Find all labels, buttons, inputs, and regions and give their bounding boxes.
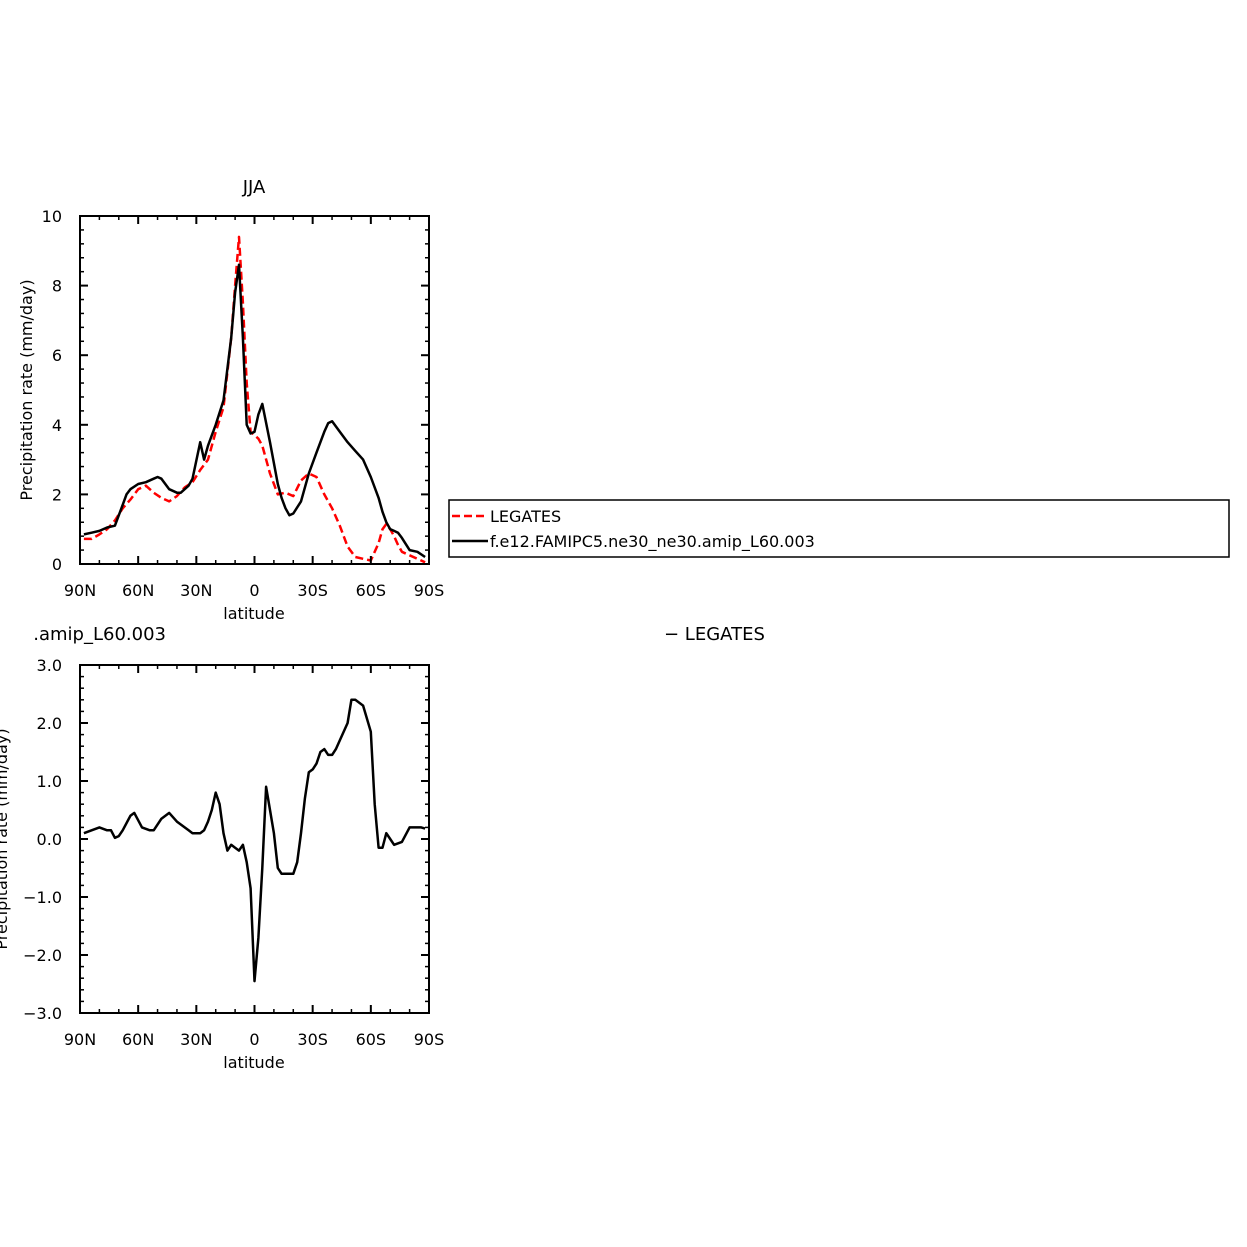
bottom-y-tick-label: −1.0 [23, 888, 62, 907]
bottom-series-group [83, 698, 426, 983]
bottom-y-axis-label: Precipitation rate (mm/day) [0, 728, 11, 949]
top-x-tick-label: 30N [180, 581, 212, 600]
top-x-tick-label: 60N [122, 581, 154, 600]
bottom-x-tick-label: 0 [249, 1030, 259, 1049]
bottom-y-tick-label: 1.0 [37, 772, 62, 791]
top-x-tick-label: 60S [356, 581, 387, 600]
legend-label-legates: LEGATES [490, 507, 561, 526]
top-x-tick-label: 30S [297, 581, 328, 600]
legend: LEGATES f.e12.FAMIPC5.ne30_ne30.amip_L60… [448, 499, 1230, 558]
top-y-axis-label: Precipitation rate (mm/day) [17, 279, 36, 500]
top-y-tick-label: 0 [52, 555, 62, 574]
top-y-tick-label: 8 [52, 277, 62, 296]
bottom-y-tick-label: 3.0 [37, 656, 62, 675]
top-y-tick-label: 10 [42, 207, 62, 226]
bottom-x-tick-label: 60N [122, 1030, 154, 1049]
bottom-x-tick-label: 90N [64, 1030, 96, 1049]
top-x-tick-label: 90S [414, 581, 445, 600]
top-series-line-1 [83, 263, 426, 559]
top-series-group [83, 235, 426, 564]
top-chart-title: JJA [242, 177, 266, 198]
top-y-tick-label: 6 [52, 346, 62, 365]
bottom-y-tick-label: −3.0 [23, 1004, 62, 1023]
top-series-line-0 [83, 235, 426, 564]
bottom-panel: .amip_L60.003 − LEGATES 90N 60N 30N 0 30S 60S… [0, 624, 765, 1072]
top-x-axis-label: latitude [223, 604, 284, 623]
bottom-x-axis-label: latitude [223, 1053, 284, 1072]
top-y-tick-label: 2 [52, 485, 62, 504]
bottom-x-tick-label: 30S [297, 1030, 328, 1049]
bottom-chart-title: .amip_L60.003 [33, 624, 166, 645]
top-x-tick-label: 0 [249, 581, 259, 600]
legend-label-model: f.e12.FAMIPC5.ne30_ne30.amip_L60.003 [490, 532, 815, 552]
bottom-chart-title-right: − LEGATES [664, 624, 765, 645]
top-x-tick-label: 90N [64, 581, 96, 600]
bottom-y-tick-label: −2.0 [23, 946, 62, 965]
bottom-x-tick-label: 60S [356, 1030, 387, 1049]
top-y-tick-label: 4 [52, 416, 62, 435]
bottom-x-tick-label: 90S [414, 1030, 445, 1049]
top-ticks-group: 90N 60N 30N 0 30S 60S 90S 0 2 4 6 8 10 [42, 207, 445, 600]
bottom-ticks-group: 90N 60N 30N 0 30S 60S 90S −3.0 −2.0 −1.0 0.0 1.0 2.0… [23, 656, 444, 1049]
bottom-y-tick-label: 0.0 [37, 830, 62, 849]
bottom-series-line-0 [83, 698, 426, 983]
bottom-y-tick-label: 2.0 [37, 714, 62, 733]
legend-frame [448, 499, 1230, 558]
bottom-x-tick-label: 30N [180, 1030, 212, 1049]
top-plot-frame [79, 215, 430, 565]
